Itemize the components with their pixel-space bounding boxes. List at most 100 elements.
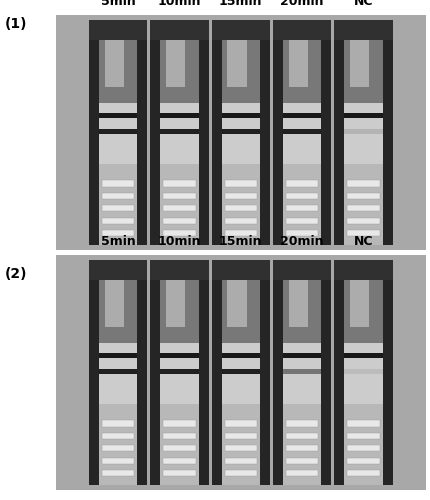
Bar bbox=[224, 470, 257, 476]
Bar bbox=[102, 218, 134, 224]
Bar bbox=[347, 192, 380, 199]
Bar bbox=[99, 164, 137, 246]
Bar bbox=[163, 218, 196, 224]
Bar bbox=[212, 260, 221, 486]
Bar bbox=[89, 260, 99, 486]
Bar bbox=[344, 369, 383, 374]
Bar bbox=[221, 264, 260, 343]
Bar bbox=[104, 31, 124, 88]
Bar bbox=[283, 369, 322, 374]
Bar bbox=[224, 192, 257, 199]
Bar bbox=[99, 24, 137, 103]
Bar bbox=[347, 205, 380, 212]
Bar bbox=[163, 205, 196, 212]
Bar bbox=[224, 458, 257, 464]
Text: NC: NC bbox=[354, 0, 373, 8]
Bar bbox=[344, 129, 383, 134]
Bar bbox=[273, 260, 332, 280]
Bar bbox=[335, 20, 393, 40]
Text: (1): (1) bbox=[4, 18, 27, 32]
Bar bbox=[283, 113, 322, 118]
Bar bbox=[221, 103, 260, 164]
Bar bbox=[160, 24, 199, 103]
Bar bbox=[273, 260, 283, 486]
Bar bbox=[383, 260, 393, 486]
Text: 20min: 20min bbox=[280, 235, 324, 248]
Bar bbox=[273, 20, 332, 246]
Bar bbox=[163, 470, 196, 476]
Bar bbox=[344, 343, 383, 404]
Bar bbox=[221, 113, 260, 118]
Bar bbox=[347, 230, 380, 236]
Bar bbox=[286, 205, 318, 212]
Text: 10min: 10min bbox=[158, 0, 201, 8]
Bar bbox=[150, 20, 209, 246]
Bar bbox=[163, 432, 196, 439]
Bar bbox=[150, 260, 160, 486]
Bar bbox=[160, 103, 199, 164]
Bar bbox=[89, 260, 147, 280]
Bar bbox=[286, 218, 318, 224]
Bar bbox=[150, 20, 160, 246]
Bar bbox=[335, 260, 393, 486]
Bar bbox=[286, 180, 318, 186]
Bar bbox=[104, 271, 124, 328]
Bar bbox=[137, 260, 147, 486]
Bar bbox=[344, 113, 383, 118]
Bar bbox=[102, 458, 134, 464]
Bar bbox=[163, 420, 196, 426]
Bar bbox=[160, 353, 199, 358]
Bar bbox=[286, 432, 318, 439]
Bar bbox=[224, 230, 257, 236]
Bar bbox=[89, 20, 147, 246]
Bar bbox=[344, 24, 383, 103]
Bar bbox=[283, 343, 322, 404]
Bar bbox=[99, 353, 137, 358]
Bar bbox=[163, 180, 196, 186]
Bar bbox=[347, 445, 380, 452]
Bar bbox=[102, 470, 134, 476]
Bar bbox=[102, 445, 134, 452]
Bar bbox=[283, 129, 322, 134]
Bar bbox=[160, 343, 199, 404]
Bar bbox=[221, 24, 260, 103]
Bar bbox=[102, 420, 134, 426]
Text: T: T bbox=[0, 499, 1, 500]
Bar bbox=[163, 192, 196, 199]
Bar bbox=[347, 180, 380, 186]
Bar bbox=[212, 260, 270, 486]
Bar bbox=[160, 113, 199, 118]
Bar bbox=[344, 353, 383, 358]
Bar bbox=[224, 445, 257, 452]
Bar bbox=[199, 20, 209, 246]
Bar bbox=[335, 260, 393, 280]
Text: 10min: 10min bbox=[158, 235, 201, 248]
Bar bbox=[322, 20, 332, 246]
Bar bbox=[163, 458, 196, 464]
Bar bbox=[89, 260, 147, 486]
Bar bbox=[150, 20, 209, 40]
Bar bbox=[350, 271, 369, 328]
Bar bbox=[350, 31, 369, 88]
Bar bbox=[150, 260, 209, 486]
Bar bbox=[102, 432, 134, 439]
Bar bbox=[160, 164, 199, 246]
Bar bbox=[102, 192, 134, 199]
Bar bbox=[344, 404, 383, 485]
Bar bbox=[224, 432, 257, 439]
Bar bbox=[283, 103, 322, 164]
Bar bbox=[102, 205, 134, 212]
Bar bbox=[89, 20, 147, 40]
Bar bbox=[160, 404, 199, 485]
Bar bbox=[286, 470, 318, 476]
Bar bbox=[224, 218, 257, 224]
Bar bbox=[221, 404, 260, 485]
Bar bbox=[344, 164, 383, 246]
Text: 15min: 15min bbox=[219, 0, 263, 8]
Bar bbox=[212, 20, 270, 246]
Bar bbox=[289, 271, 308, 328]
Bar bbox=[344, 264, 383, 343]
Bar bbox=[99, 113, 137, 118]
Bar bbox=[137, 20, 147, 246]
Bar bbox=[283, 353, 322, 358]
